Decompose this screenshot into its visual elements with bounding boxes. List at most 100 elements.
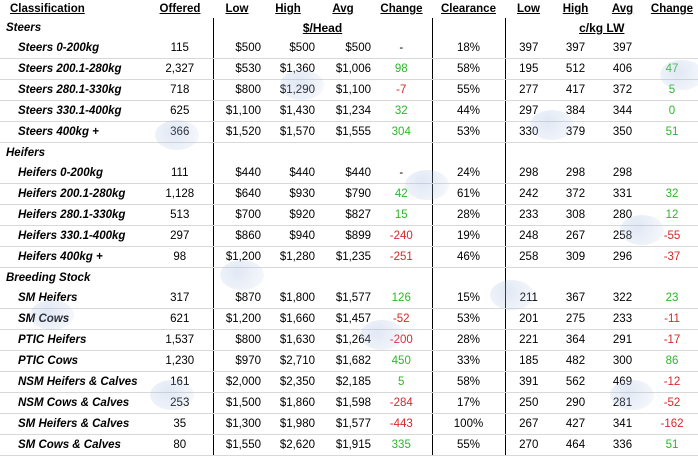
cell-change-head: -200	[371, 329, 433, 351]
cell-high-head: $1,860	[261, 392, 315, 414]
cell-change-lw: -37	[646, 246, 698, 268]
table-row[interactable]: PTIC Heifers 1,537 $800 $1,630 $1,264 -200 28%…	[0, 329, 698, 351]
cell-avg-head: $1,577	[315, 288, 371, 309]
table-row[interactable]: SM Heifers & Calves 35 $1,300 $1,980 $1,577-…	[0, 413, 698, 435]
cell-offered: 161	[147, 371, 213, 393]
table-row[interactable]: Heifers 330.1-400kg 297 $860 $940 $899 -240 19…	[0, 225, 698, 247]
cell-avg-head: $440	[315, 163, 371, 184]
cell-avg-lw: 281	[599, 392, 646, 414]
cell-avg-lw: 258	[599, 225, 646, 247]
table-row[interactable]: SM Cows & Calves 80 $1,550 $2,620 $1,915 335 5…	[0, 434, 698, 456]
empty-cell	[261, 143, 315, 164]
cell-low-lw: 397	[504, 38, 552, 59]
cell-change-head: 5	[371, 371, 433, 393]
cell-high-lw: 379	[552, 121, 599, 143]
table-row[interactable]: Heifers 400kg +98 $1,200 $1,280 $1,235 -251 4…	[0, 246, 698, 268]
cell-low-lw: 297	[504, 100, 552, 122]
cell-high-head: $1,360	[261, 58, 315, 80]
cell-change-head: 335	[371, 434, 433, 456]
cell-avg-lw: 372	[599, 79, 646, 101]
cell-high-head: $2,350	[261, 371, 315, 393]
cell-avg-head: $1,100	[315, 79, 371, 101]
cell-offered: 80	[147, 434, 213, 456]
empty-cell	[646, 143, 698, 164]
cell-low-head: $1,100	[212, 100, 261, 122]
cell-high-lw: 275	[552, 308, 599, 330]
cell-high-lw: 309	[552, 246, 599, 268]
cell-low-head: $1,200	[212, 246, 261, 268]
cell-low-head: $800	[212, 329, 261, 351]
table-row[interactable]: Steers 200.1-280kg 2,327 $530 $1,360 $1,006 9…	[0, 58, 698, 80]
cell-change-head: 98	[371, 58, 433, 80]
header-clearance[interactable]: Clearance	[441, 3, 496, 15]
table-row[interactable]: PTIC Cows 1,230 $970 $2,710 $1,682 450 33% 185 4…	[0, 350, 698, 372]
header-low-lw[interactable]: Low	[517, 3, 540, 15]
cell-high-lw: 562	[552, 371, 599, 393]
table-row[interactable]: Heifers 280.1-330kg 513 $700 $920 $827 15 28% 2…	[0, 204, 698, 226]
cell-change-lw: 5	[646, 79, 698, 101]
empty-cell	[371, 267, 433, 288]
cell-offered: 718	[147, 79, 213, 101]
cell-high-head: $1,430	[261, 100, 315, 122]
cell-offered: 625	[147, 100, 213, 122]
cell-low-lw: 248	[504, 225, 552, 247]
cell-low-lw: 221	[504, 329, 552, 351]
table-row[interactable]: Heifers 0-200kg 111 $440 $440 $440-24% 298 298…	[0, 163, 698, 184]
cell-clearance: 18%	[432, 38, 505, 59]
table-row[interactable]: Steers 280.1-330kg 718 $800 $1,290 $1,100 -7 5…	[0, 79, 698, 101]
header-offered[interactable]: Offered	[159, 3, 201, 15]
row-classification: SM Heifers & Calves	[0, 413, 147, 435]
cell-change-head: -251	[371, 246, 433, 268]
header-avg[interactable]: Avg	[332, 3, 354, 15]
cell-change-head: 32	[371, 100, 433, 122]
cell-high-head: $930	[261, 183, 315, 205]
cell-avg-lw: 291	[599, 329, 646, 351]
table-row[interactable]: Steers 0-200kg 115 $500 $500 $500-18% 397 397 3…	[0, 38, 698, 59]
row-classification: Steers 280.1-330kg	[0, 79, 147, 101]
header-high-lw[interactable]: High	[562, 3, 589, 15]
cell-change-lw: -162	[646, 413, 698, 435]
cell-change-head: 450	[371, 350, 433, 372]
cell-avg-head: $1,235	[315, 246, 371, 268]
cell-clearance: 28%	[432, 329, 505, 351]
table-row[interactable]: SM Heifers 317 $870 $1,800 $1,577 126 15% 211 36…	[0, 288, 698, 309]
cell-high-lw: 308	[552, 204, 599, 226]
cell-avg-head: $1,682	[315, 350, 371, 372]
cell-low-lw: 211	[504, 288, 552, 309]
cell-high-lw: 267	[552, 225, 599, 247]
cell-change-head: -443	[371, 413, 433, 435]
empty-cell	[504, 267, 552, 288]
cell-clearance: 28%	[432, 204, 505, 226]
table-row[interactable]: SM Cows 621 $1,200 $1,660 $1,457 -52 53% 201 275…	[0, 308, 698, 330]
cell-low-head: $2,000	[212, 371, 261, 393]
empty-cell	[315, 143, 371, 164]
cell-change-head: 15	[371, 204, 433, 226]
header-change-lw[interactable]: Change	[650, 3, 694, 15]
header-classification[interactable]: Classification	[10, 3, 85, 15]
cell-change-head: 42	[371, 183, 433, 205]
cell-avg-head: $1,555	[315, 121, 371, 143]
row-classification: SM Heifers	[0, 288, 147, 309]
cell-clearance: 53%	[432, 121, 505, 143]
cell-high-lw: 417	[552, 79, 599, 101]
table-row[interactable]: Heifers 200.1-280kg 1,128 $640 $930 $790 42 61…	[0, 183, 698, 205]
header-change[interactable]: Change	[380, 3, 423, 15]
cell-low-head: $800	[212, 79, 261, 101]
row-classification: NSM Heifers & Calves	[0, 371, 147, 393]
row-classification: Heifers 280.1-330kg	[0, 204, 147, 226]
cell-high-head: $1,800	[261, 288, 315, 309]
header-high[interactable]: High	[275, 3, 301, 15]
table-row[interactable]: NSM Cows & Calves 253 $1,500 $1,860 $1,598 -2…	[0, 392, 698, 414]
cell-offered: 621	[147, 308, 213, 330]
cell-high-head: $1,660	[261, 308, 315, 330]
table-row[interactable]: Steers 400kg +366 $1,520 $1,570 $1,555 304 53…	[0, 121, 698, 143]
cell-low-head: $1,500	[212, 392, 261, 414]
table-row[interactable]: Steers 330.1-400kg 625 $1,100 $1,430 $1,234 3…	[0, 100, 698, 122]
header-avg-lw[interactable]: Avg	[611, 3, 634, 15]
row-classification: SM Cows	[0, 308, 147, 330]
cell-offered: 317	[147, 288, 213, 309]
table-row[interactable]: NSM Heifers & Calves 161 $2,000 $2,350 $2,18…	[0, 371, 698, 393]
header-low[interactable]: Low	[225, 3, 249, 15]
row-classification: Heifers 400kg +	[0, 246, 147, 268]
